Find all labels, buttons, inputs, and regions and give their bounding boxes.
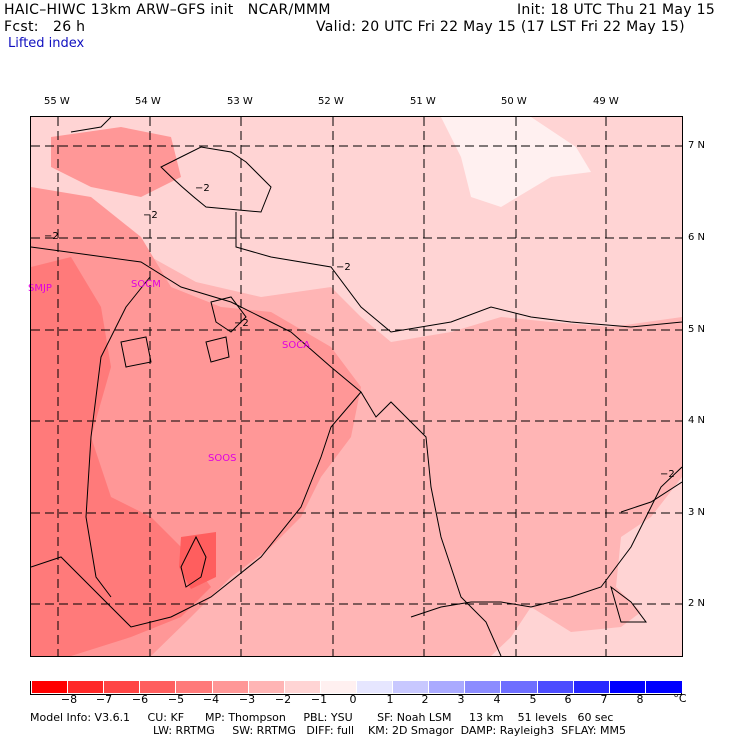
colorbar-swatch: [572, 681, 610, 693]
colorbar-tick: 5: [529, 693, 537, 706]
longitude-label: 50 W: [501, 96, 527, 107]
field-region-minus-five: [179, 532, 216, 589]
field-region-minus-four: [31, 257, 211, 656]
latitude-label: 4 N: [688, 415, 706, 426]
colorbar-tick: 7: [600, 693, 608, 706]
colorbar-tick: −3: [238, 693, 256, 706]
latitude-label: 6 N: [688, 232, 706, 243]
valid-time: Valid: 20 UTC Fri 22 May 15 (17 LST Fri …: [316, 19, 685, 35]
colorbar-swatch: [464, 681, 502, 693]
contour-label: −2: [143, 210, 158, 221]
model-info-line1: Model Info: V3.6.1 CU: KF MP: Thompson P…: [30, 711, 614, 724]
colorbar-tick: 3: [457, 693, 465, 706]
station-label: SOCM: [131, 279, 161, 290]
colorbar-tick: 1: [386, 693, 394, 706]
colorbar-tick: 0: [349, 693, 357, 706]
field-name: Lifted index: [8, 36, 85, 51]
colorbar-swatch: [644, 681, 682, 693]
colorbar-swatch: [247, 681, 285, 693]
contour-label: −2: [660, 469, 675, 480]
colorbar-swatch: [31, 681, 69, 693]
contour-label: −2: [44, 231, 59, 242]
colorbar-tick: −2: [274, 693, 292, 706]
latitude-label: 2 N: [688, 598, 706, 609]
forecast-hour: Fcst: 26 h: [4, 19, 86, 35]
model-info-line2: LW: RRTMG SW: RRTMG DIFF: full KM: 2D Sm…: [153, 724, 626, 737]
longitude-label: 52 W: [318, 96, 344, 107]
latitude-label: 5 N: [688, 324, 706, 335]
colorbar-swatch: [500, 681, 538, 693]
colorbar-swatch: [139, 681, 177, 693]
colorbar-unit: °C: [673, 692, 687, 705]
colorbar-swatch: [319, 681, 357, 693]
colorbar-tick: 4: [493, 693, 501, 706]
contour-label: −2: [336, 262, 351, 273]
colorbar-swatch: [428, 681, 466, 693]
station-label: SOCA: [282, 340, 311, 351]
map-frame: [30, 116, 683, 657]
colorbar-swatch: [356, 681, 394, 693]
colorbar-tick: −8: [60, 693, 78, 706]
model-title: HAIC–HIWC 13km ARW–GFS init NCAR/MMM: [4, 2, 331, 18]
coastline-borders: [31, 246, 682, 656]
colorbar-swatch: [608, 681, 646, 693]
station-label: SMJP: [28, 283, 52, 294]
longitude-label: 49 W: [593, 96, 619, 107]
colorbar-swatch: [175, 681, 213, 693]
colorbar-swatch: [211, 681, 249, 693]
lat-lon-grid: [31, 117, 682, 656]
station-label: SOOS: [208, 453, 237, 464]
colorbar-swatch: [283, 681, 321, 693]
colorbar-swatch: [103, 681, 141, 693]
field-region-minus-four-north: [51, 127, 181, 197]
lifted-index-map: [31, 117, 682, 656]
colorbar-tick: −5: [167, 693, 185, 706]
longitude-label: 53 W: [227, 96, 253, 107]
colorbar-swatch: [536, 681, 574, 693]
colorbar-tick: −4: [202, 693, 220, 706]
colorbar-swatch: [67, 681, 105, 693]
init-time: Init: 18 UTC Thu 21 May 15: [517, 2, 716, 18]
colorbar-tick: 8: [636, 693, 644, 706]
latitude-label: 7 N: [688, 140, 706, 151]
colorbar-tick: 2: [421, 693, 429, 706]
contour-label: −2: [195, 183, 210, 194]
longitude-label: 54 W: [135, 96, 161, 107]
colorbar-swatch: [392, 681, 430, 693]
longitude-label: 55 W: [44, 96, 70, 107]
lifted-index-contours: [70, 117, 682, 623]
longitude-label: 51 W: [410, 96, 436, 107]
colorbar-tick: −7: [95, 693, 113, 706]
colorbar-tick: −1: [310, 693, 328, 706]
colorbar-tick: 6: [564, 693, 572, 706]
colorbar-tick: −6: [131, 693, 149, 706]
contour-label: −2: [234, 318, 249, 329]
latitude-label: 3 N: [688, 507, 706, 518]
